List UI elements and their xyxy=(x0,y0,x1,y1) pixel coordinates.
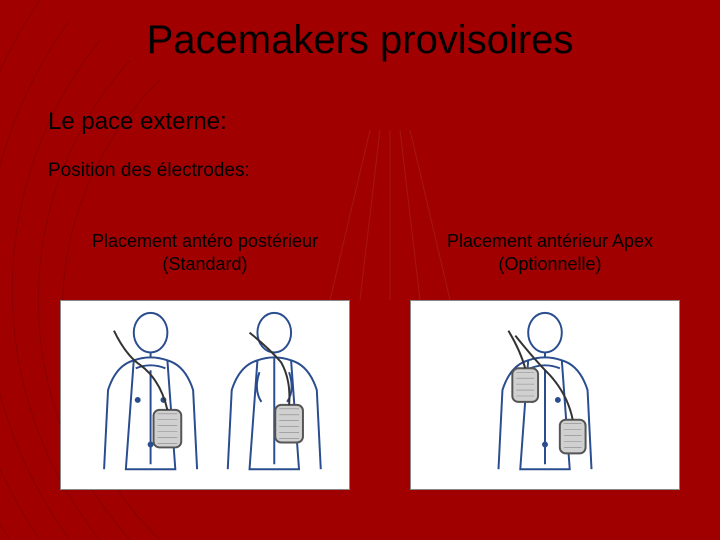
caption-right-line2: (Optionnelle) xyxy=(498,254,601,274)
caption-right: Placement antérieur Apex (Optionnelle) xyxy=(420,230,680,275)
caption-right-line1: Placement antérieur Apex xyxy=(447,231,653,251)
slide-subtitle: Le pace externe: xyxy=(48,108,227,136)
caption-left: Placement antéro postérieur (Standard) xyxy=(60,230,350,275)
section-label: Position des électrodes: xyxy=(48,160,250,182)
slide-title: Pacemakers provisoires xyxy=(0,18,720,63)
caption-left-line1: Placement antéro postérieur xyxy=(92,231,318,251)
caption-left-line2: (Standard) xyxy=(162,254,247,274)
figure-anteroposterior xyxy=(60,300,350,490)
figure-anterior-apex xyxy=(410,300,680,490)
